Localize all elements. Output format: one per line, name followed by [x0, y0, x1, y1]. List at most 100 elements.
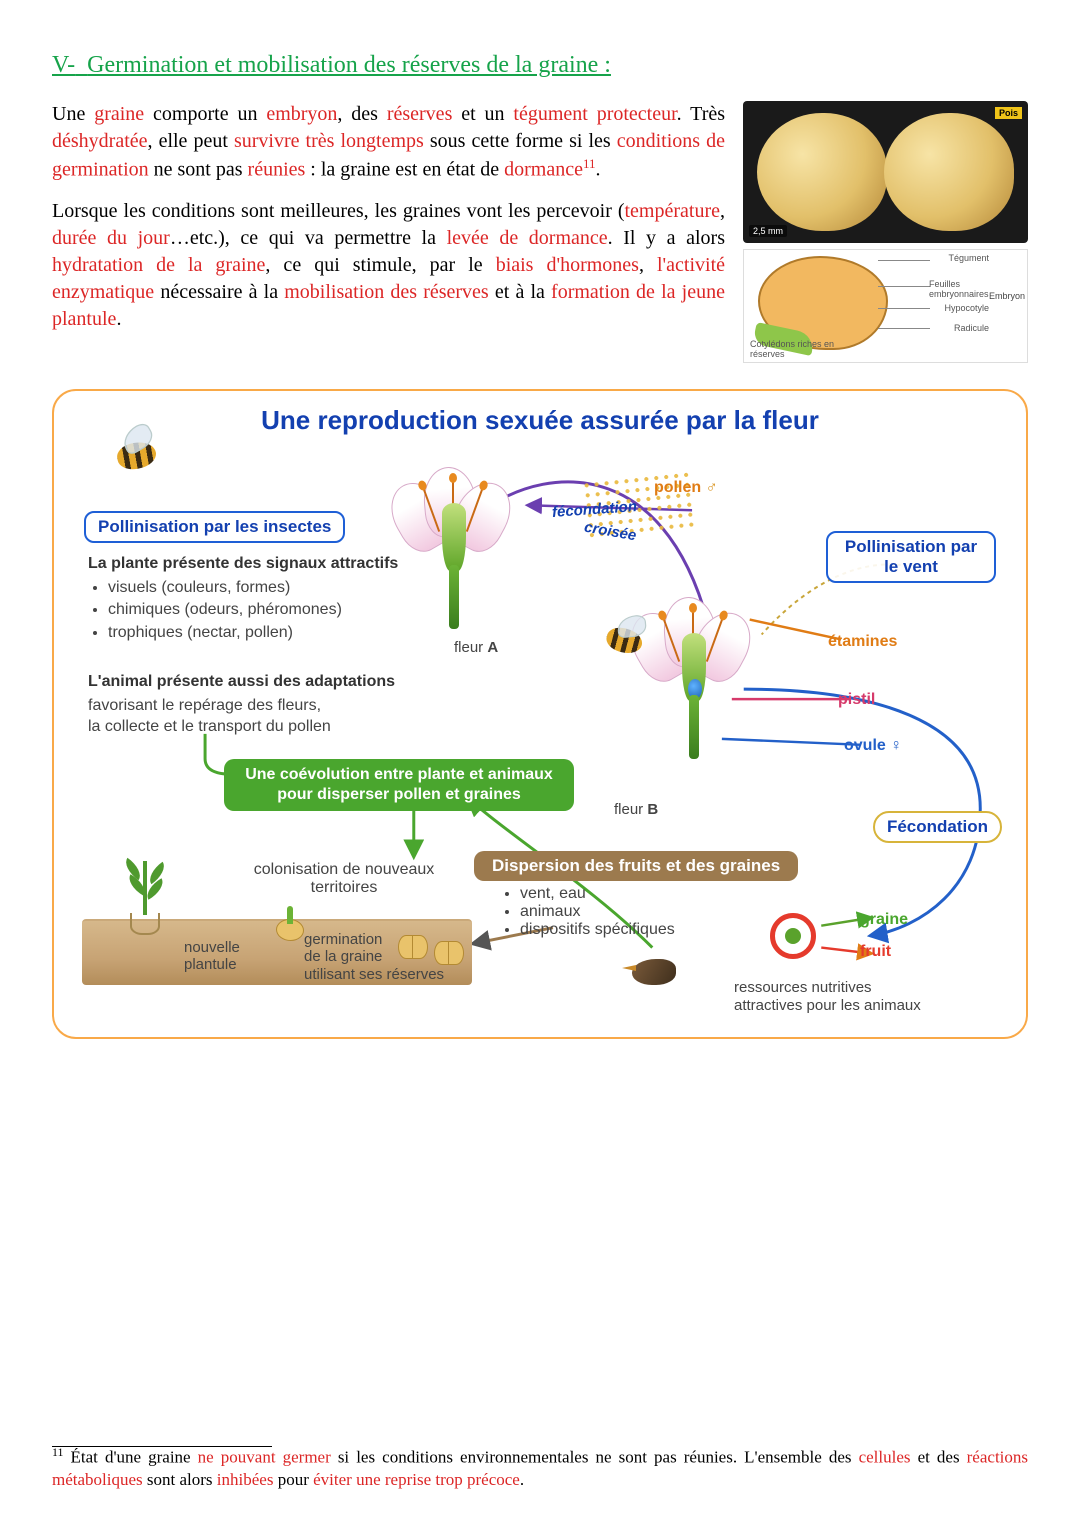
label-fleur-b: fleur B	[614, 801, 658, 818]
pollen-text: pollen	[654, 479, 701, 496]
seed-label-embryon: Embryon	[989, 292, 1025, 302]
box-label: Une coévolution entre plante et animaux	[245, 766, 553, 783]
box-label: Pollinisation par les insectes	[98, 517, 331, 536]
seed-diagram: Tégument Feuilles embryonnaires Hypocoty…	[743, 249, 1028, 363]
footnote-em: cellules	[859, 1448, 911, 1467]
p1-text: Une	[52, 103, 94, 125]
box-label: Dispersion des fruits et des graines	[492, 856, 780, 875]
flower-b	[634, 591, 754, 761]
p2-text: ,	[720, 200, 725, 222]
seed-photo: 2,5 mm Pois	[743, 101, 1028, 243]
label-pistil: pistil	[838, 691, 875, 709]
footnote: 11 État d'une graine ne pouvant germer s…	[52, 1445, 1028, 1491]
adapt-heading: L'animal présente aussi des adaptations	[88, 671, 438, 693]
graine-text: graine	[860, 911, 908, 928]
seed-figures: 2,5 mm Pois Tégument Feuilles embryonnai…	[743, 101, 1028, 363]
diagram-leader-line	[878, 286, 930, 287]
box-dispersion: Dispersion des fruits et des graines	[474, 851, 798, 881]
p2-text: .	[116, 308, 121, 330]
colonisation-l2: territoires	[311, 879, 378, 896]
colonisation-label: colonisation de nouveaux territoires	[234, 861, 454, 897]
p1-embryon: embryon	[266, 103, 337, 125]
box-pollinisation-vent: Pollinisation par le vent	[826, 531, 996, 583]
paragraph-2: Lorsque les conditions sont meilleures, …	[52, 198, 725, 333]
p2-text: nécessaire à la	[154, 281, 284, 303]
dispersion-item: animaux	[520, 903, 675, 921]
adapt-line: la collecte et le transport du pollen	[88, 716, 438, 738]
p2-text: . Il y a alors	[608, 227, 725, 249]
box-label: le vent	[884, 557, 938, 576]
p1-text: comporte un	[144, 103, 266, 125]
p2-text: et à la	[489, 281, 551, 303]
label-fleur-a: fleur A	[454, 639, 498, 656]
pistil-text: pistil	[838, 691, 875, 708]
p1-text: . Très	[677, 103, 725, 125]
female-symbol-icon: ♀	[890, 737, 902, 754]
p1-survie: survivre très longtemps	[234, 130, 424, 152]
np-l2: plantule	[184, 956, 237, 973]
signaux-block: La plante présente des signaux attractif…	[88, 553, 438, 644]
p2-hormones: biais d'hormones	[496, 254, 639, 276]
footnote-number: 11	[52, 1445, 63, 1459]
p1-text: et un	[452, 103, 513, 125]
p2-levee: levée de dormance	[447, 227, 608, 249]
adapt-block: L'animal présente aussi des adaptations …	[88, 671, 438, 738]
footnote-text: si les conditions environnementales ne s…	[331, 1448, 859, 1467]
ressources-l2: attractives pour les animaux	[734, 997, 921, 1014]
p2-text: …etc.), ce qui va permettre la	[170, 227, 447, 249]
infographic-wrap: Une reproduction sexuée assurée par la f…	[52, 389, 1028, 1039]
np-l1: nouvelle	[184, 939, 240, 956]
footnote-text: pour	[273, 1470, 313, 1489]
adapt-line: favorisant le repérage des fleurs,	[88, 695, 438, 717]
p2-duree: durée du jour	[52, 227, 170, 249]
section-title: V- Germination et mobilisation des réser…	[52, 52, 1028, 79]
label-etamines: étamines	[828, 633, 897, 651]
box-pollinisation-insectes: Pollinisation par les insectes	[84, 511, 345, 543]
seed-half-icon	[398, 935, 426, 957]
germinating-seed-icon	[276, 919, 304, 941]
section-heading: Germination et mobilisation des réserves…	[87, 52, 611, 78]
signaux-item: trophiques (nectar, pollen)	[108, 622, 438, 644]
p1-dormance: dormance	[504, 159, 583, 181]
footnote-text: État d'une graine	[63, 1448, 197, 1467]
box-label: Fécondation	[887, 817, 988, 836]
p1-deshydratee: déshydratée	[52, 130, 148, 152]
p2-text: Lorsque les conditions sont meilleures, …	[52, 200, 625, 222]
ressources-l1: ressources nutritives	[734, 979, 872, 996]
germ-l2: de la graine	[304, 948, 382, 965]
p1-text: .	[596, 159, 601, 181]
box-label: pour disperser pollen et graines	[277, 786, 521, 803]
signaux-item: chimiques (odeurs, phéromones)	[108, 599, 438, 621]
germ-l1: germination	[304, 931, 382, 948]
p2-text: ,	[639, 254, 657, 276]
colonisation-l1: colonisation de nouveaux	[254, 861, 435, 878]
etamines-text: étamines	[828, 633, 897, 650]
seed-label-tegument: Tégument	[948, 254, 989, 264]
label-fruit: fruit	[860, 943, 891, 961]
p1-reserves: réserves	[387, 103, 453, 125]
male-symbol-icon: ♂	[706, 479, 718, 496]
footnote-em: ne pouvant germer	[198, 1448, 331, 1467]
fleur-prefix: fleur	[454, 639, 487, 656]
footnote-text: sont alors	[143, 1470, 217, 1489]
nouvelle-plantule-label: nouvelle plantule	[184, 939, 240, 974]
p1-text: ne sont pas	[149, 159, 248, 181]
diagram-leader-line	[878, 328, 930, 329]
p1-tegument: tégument protecteur	[513, 103, 676, 125]
label-graine: graine	[860, 911, 908, 929]
bee-icon	[103, 427, 175, 482]
intro-text-column: Une graine comporte un embryon, des rése…	[52, 101, 725, 347]
signaux-heading: La plante présente des signaux attractif…	[88, 553, 438, 575]
p2-mobilisation: mobilisation des réserves	[284, 281, 488, 303]
footnote-text: et des	[911, 1448, 967, 1467]
paragraph-1: Une graine comporte un embryon, des rése…	[52, 101, 725, 184]
seed-half-icon	[434, 941, 462, 963]
p1-graine: graine	[94, 103, 144, 125]
infographic-card: Une reproduction sexuée assurée par la f…	[52, 389, 1028, 1039]
dispersion-item: dispositifs spécifiques	[520, 921, 675, 939]
seed-label-cotyledons: Cotylédons riches en réserves	[750, 340, 840, 360]
signaux-item: visuels (couleurs, formes)	[108, 577, 438, 599]
fruit-seed-icon	[770, 913, 816, 959]
p2-hydratation: hydratation de la graine	[52, 254, 265, 276]
box-label: Pollinisation par	[845, 537, 977, 556]
